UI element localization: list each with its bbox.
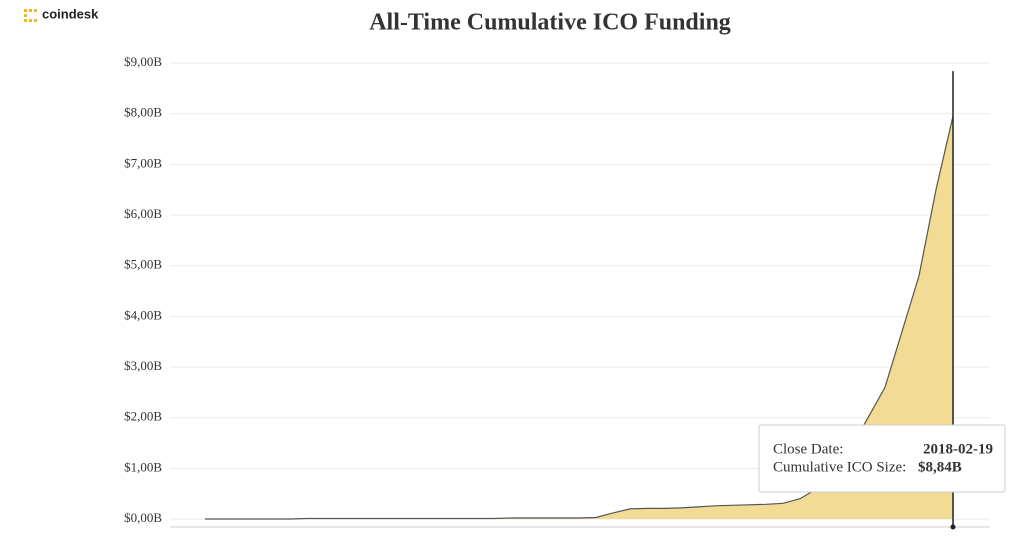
y-tick-label: $7,00B bbox=[124, 155, 162, 170]
brand: coindesk bbox=[42, 6, 99, 21]
y-tick-label: $6,00B bbox=[124, 206, 162, 221]
y-tick-label: $5,00B bbox=[124, 257, 162, 272]
y-tick-label: $8,00B bbox=[124, 105, 162, 120]
tooltip-box bbox=[758, 424, 1006, 493]
y-tick-label: $0,00B bbox=[124, 510, 162, 525]
chart-title: All-Time Cumulative ICO Funding bbox=[369, 10, 731, 36]
y-tick-label: $2,00B bbox=[124, 409, 162, 424]
cursor-dot bbox=[950, 524, 956, 530]
tooltip-size: $8,84B bbox=[918, 459, 962, 475]
tooltip-date-label: Close Date: bbox=[773, 441, 843, 457]
logo-icon bbox=[24, 9, 37, 22]
tooltip-size-label: Cumulative ICO Size: bbox=[773, 459, 906, 475]
y-tick-label: $1,00B bbox=[124, 459, 162, 474]
tooltip-date: 2018-02-19 bbox=[923, 441, 993, 457]
y-tick-label: $4,00B bbox=[124, 307, 162, 322]
y-tick-label: $9,00B bbox=[124, 54, 162, 69]
y-tick-label: $3,00B bbox=[124, 358, 162, 373]
